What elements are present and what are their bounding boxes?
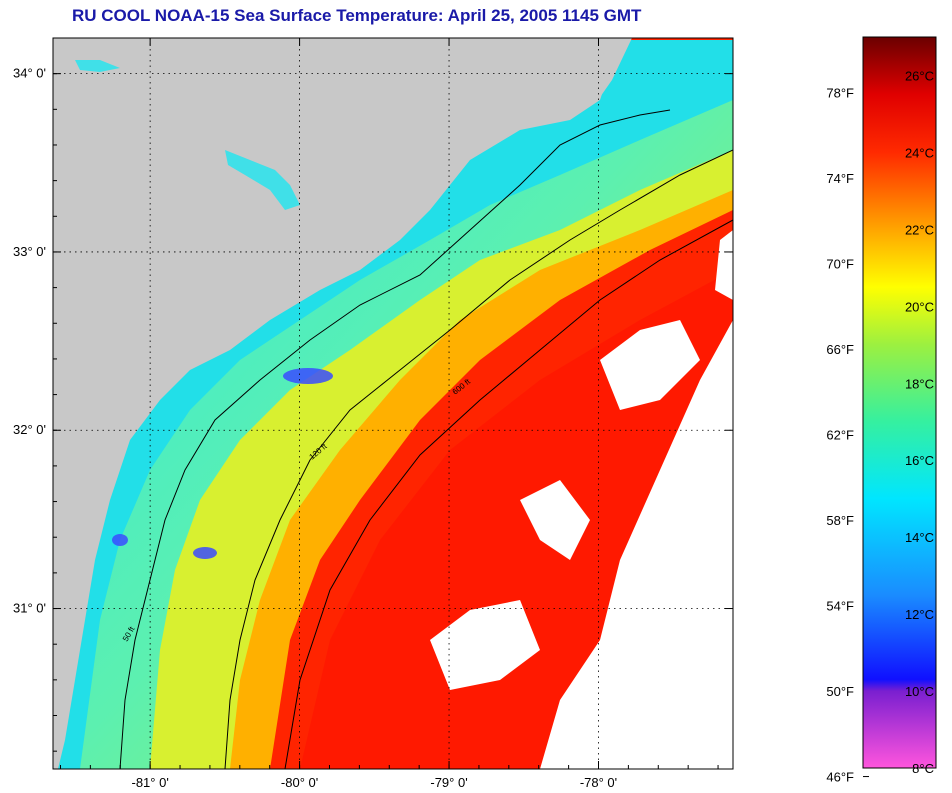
colorbar-label-c: 20°C — [905, 299, 934, 314]
colorbar-label-f: 74°F — [826, 171, 854, 186]
plot-frame — [52, 37, 734, 770]
map-title: RU COOL NOAA-15 Sea Surface Temperature:… — [72, 6, 642, 25]
cape-feature — [598, 38, 632, 100]
lat-tick-label: 33° 0' — [13, 244, 46, 259]
lon-tick-label: -78° 0' — [580, 775, 617, 790]
colorbar-label-c: 8°C — [912, 761, 934, 776]
colorbar-label-f: 62°F — [826, 428, 854, 443]
grid-lines — [53, 38, 733, 769]
colorbar-celsius-labels: 26°C 24°C 22°C 20°C 18°C 16°C 14°C 12°C 10°C 8°C — [905, 68, 934, 776]
colorbar-label-c: 14°C — [905, 530, 934, 545]
depth-contours — [119, 109, 733, 769]
contour-120ft — [224, 149, 733, 769]
colorbar-label-c: 26°C — [905, 68, 934, 83]
contour-50ft — [119, 109, 671, 769]
latitude-labels: 34° 0' 33° 0' 32° 0' 31° 0' — [13, 66, 46, 616]
colorbar-label-f: 58°F — [826, 513, 854, 528]
colorbar-fahrenheit-labels: 78°F 74°F 70°F 66°F 62°F 58°F 54°F 50°F 46°F — [826, 86, 854, 785]
colorbar-label-f: 50°F — [826, 684, 854, 699]
lat-tick-label: 34° 0' — [13, 66, 46, 81]
colorbar-label-f: 54°F — [826, 599, 854, 614]
ocean-shelf — [53, 40, 733, 769]
land-mass — [53, 38, 625, 769]
lon-tick-label: -81° 0' — [131, 775, 168, 790]
colorbar-label-c: 16°C — [905, 453, 934, 468]
colorbar-label-c: 24°C — [905, 145, 934, 160]
lat-tick-label: 31° 0' — [13, 601, 46, 616]
contour-600ft — [284, 219, 733, 769]
colorbar-label-f: 46°F — [826, 770, 854, 785]
colorbar — [862, 36, 937, 769]
colorbar-label-c: 12°C — [905, 607, 934, 622]
lat-tick-label: 32° 0' — [13, 422, 46, 437]
sst-image: 50 ft 120 ft 600 ft — [53, 38, 733, 769]
inland-water — [75, 60, 300, 210]
colorbar-label-c: 10°C — [905, 684, 934, 699]
cool-spots — [112, 368, 333, 559]
colorbar-label-f: 70°F — [826, 257, 854, 272]
longitude-labels: -81° 0' -80° 0' -79° 0' -78° 0' — [131, 775, 617, 790]
colorbar-label-c: 18°C — [905, 376, 934, 391]
lon-tick-label: -79° 0' — [430, 775, 467, 790]
colorbar-label-f: 78°F — [826, 86, 854, 101]
colorbar-label-c: 22°C — [905, 222, 934, 237]
colorbar-label-f: 66°F — [826, 342, 854, 357]
cloud-cover — [430, 230, 733, 769]
lon-tick-label: -80° 0' — [281, 775, 318, 790]
